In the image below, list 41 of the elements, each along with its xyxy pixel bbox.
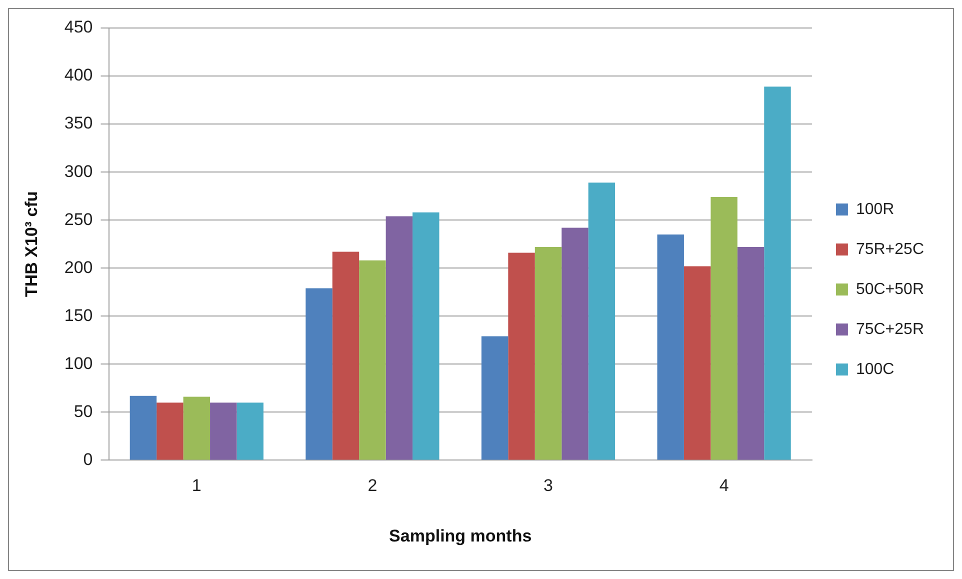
legend-label: 75C+25R: [856, 320, 924, 338]
y-tick-label: 450: [64, 18, 93, 37]
bar: [412, 212, 440, 460]
bar: [481, 336, 508, 460]
x-tick-label: 2: [368, 476, 378, 496]
bar: [332, 252, 360, 460]
legend-label: 75R+25C: [856, 240, 924, 258]
bar: [183, 396, 210, 460]
bar: [737, 246, 764, 460]
bar: [534, 246, 562, 460]
x-tick-label: 3: [544, 476, 553, 496]
bar: [130, 396, 157, 460]
y-tick-label: 50: [74, 402, 93, 421]
bar: [508, 252, 535, 460]
bar: [684, 266, 711, 460]
y-tick-label: 200: [64, 258, 93, 277]
legend-label: 100R: [856, 200, 894, 218]
bar: [710, 197, 738, 460]
y-tick-label: 250: [64, 210, 93, 229]
bar: [210, 402, 237, 460]
y-tick-label: 400: [64, 66, 93, 85]
bar: [657, 234, 684, 460]
y-tick-label: 150: [64, 306, 93, 325]
bar: [236, 402, 264, 460]
bar: [764, 86, 791, 460]
legend-label: 50C+50R: [856, 280, 924, 298]
x-tick-label: 4: [719, 476, 729, 496]
y-tick-label: 0: [83, 450, 93, 469]
bar: [386, 216, 413, 460]
x-tick-label: 1: [192, 476, 202, 496]
y-tick-label: 350: [64, 114, 93, 133]
bar: [306, 288, 332, 460]
bar: [562, 228, 588, 460]
y-tick-label: 100: [64, 354, 93, 373]
bar: [156, 402, 184, 460]
bar: [588, 182, 616, 460]
x-axis-title: Sampling months: [389, 526, 532, 546]
bar: [359, 260, 386, 460]
y-axis-title: THB X10³ cfu: [22, 191, 41, 297]
legend-label: 100C: [856, 360, 894, 378]
y-tick-label: 300: [64, 162, 93, 181]
